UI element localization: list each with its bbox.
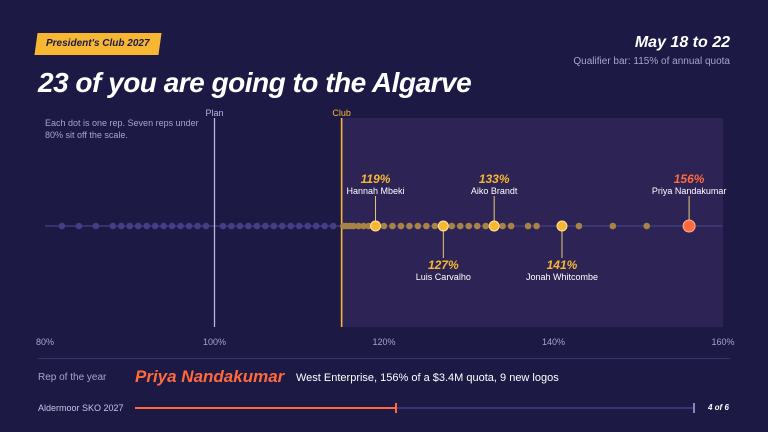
footer-divider [38,358,730,359]
qualifier-note: Qualifier bar: 115% of annual quota [573,56,730,67]
club-rep-dot [389,222,396,230]
x-tick-label: 160% [711,337,734,347]
club-rep-dot [456,222,464,230]
club-rep-dot [609,222,617,230]
highlight-rep-dot [556,220,568,232]
x-tick-label: 100% [203,337,226,347]
rep-dot [58,222,66,230]
rep-dot [253,222,261,230]
rep-dot [143,222,150,230]
rep-dot [312,222,320,230]
rep-dot [245,222,252,230]
rep-dot [185,222,193,230]
rep-dot [177,222,184,230]
rep-percentage: 119% [361,172,391,186]
club-rep-dot [575,222,583,230]
x-tick-label: 120% [372,337,395,347]
highlight-rep-dot [488,220,500,232]
rep-name: Priya Nandakumar [652,186,727,196]
club-rep-dot [397,222,405,230]
rep-dot [151,222,159,230]
highlight-rep-dot [437,220,449,232]
page-indicator: 4 of 6 [708,403,729,412]
deck-progress-end [693,403,695,413]
organization-label: Aldermoor SKO 2027 [38,403,124,413]
rep-dot [279,222,286,230]
rep-dot [134,222,142,230]
rep-dot [329,222,337,230]
rep-dot [117,222,125,230]
rep-name: Hannah Mbeki [347,186,405,196]
slide-title: 23 of you are going to the Algarve [38,67,472,98]
rep-dot [219,222,227,230]
deck-progress-bar [135,403,695,413]
rep-dot [304,222,312,230]
rep-dot [295,222,303,230]
rep-dot [168,222,176,230]
club-rep-dot [431,222,439,230]
club-rep-dot [448,222,456,230]
rep-of-year-name: Priya Nandakumar [135,367,285,386]
rep-dot [160,222,167,230]
chart-note: Each dot is one rep. Seven reps under 80… [45,118,199,140]
deck-progress-fill [135,407,397,409]
rep-name: Aiko Brandt [471,186,518,196]
rep-of-year-detail: West Enterprise, 156% of a $3.4M quota, … [296,372,559,384]
rep-dot [126,222,134,230]
highlight-rep-dot [682,219,696,233]
club-rep-dot [499,222,506,230]
rep-dot [321,222,328,230]
x-tick-label: 80% [36,337,54,347]
club-rep-dot [507,222,515,230]
deck-progress-marker [395,403,398,413]
club-rep-dot [423,222,430,230]
rep-dot [287,222,295,230]
rep-of-year-label: Rep of the year [38,372,107,383]
club-rep-dot [643,222,651,230]
rep-dot [270,222,278,230]
club-rep-dot [350,222,357,230]
club-rep-dot [473,222,481,230]
club-rep-dot [360,222,367,230]
rep-dot [194,222,201,230]
rep-dot [262,222,269,230]
club-rep-dot [355,222,362,230]
rep-percentage: 156% [674,172,705,186]
club-rep-dot [524,222,532,230]
rep-name: Jonah Whitcombe [526,272,598,282]
highlight-rep-dot [370,220,382,232]
event-dates: May 18 to 22 [634,34,730,51]
rep-dot [75,222,83,230]
club-rep-dot [482,222,490,230]
rep-percentage: 133% [479,172,510,186]
club-rep-dot [533,222,540,230]
rep-dot [109,222,117,230]
reference-label-club: Club [332,108,351,118]
x-tick-label: 140% [542,337,565,347]
club-rep-dot [465,222,473,230]
club-rep-dot [414,222,422,230]
rep-percentage: 127% [428,258,459,272]
rep-dot [92,222,100,230]
rep-dot [228,222,235,230]
reference-label-plan: Plan [205,108,223,118]
rep-dot [202,222,210,230]
rep-percentage: 141% [547,258,578,272]
club-rep-dot [406,222,413,230]
club-rep-dot [380,222,388,230]
club-zone-shade [341,118,723,327]
rep-name: Luis Carvalho [416,272,471,282]
rep-dot [236,222,244,230]
